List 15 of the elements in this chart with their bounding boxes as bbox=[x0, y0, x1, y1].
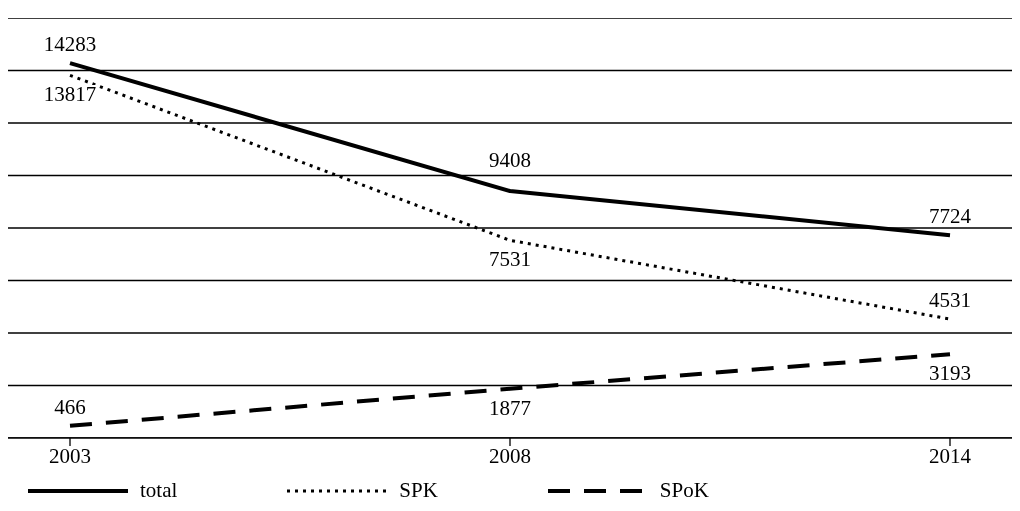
data-label: 9408 bbox=[489, 148, 531, 173]
legend-label: SPK bbox=[399, 478, 438, 503]
data-label: 466 bbox=[54, 394, 86, 419]
data-label: 7724 bbox=[929, 204, 972, 229]
data-label: 4531 bbox=[929, 288, 971, 313]
legend-label: total bbox=[140, 478, 178, 503]
data-label: 1877 bbox=[489, 395, 531, 420]
x-tick-label: 2003 bbox=[49, 443, 91, 468]
data-label: 14283 bbox=[43, 32, 97, 57]
data-label: 7531 bbox=[489, 247, 531, 272]
x-tick-label: 2014 bbox=[929, 443, 972, 468]
data-label: 13817 bbox=[43, 82, 97, 107]
legend-label: SPoK bbox=[659, 478, 709, 503]
data-label: 3193 bbox=[929, 361, 971, 386]
x-tick-label: 2008 bbox=[489, 443, 531, 468]
